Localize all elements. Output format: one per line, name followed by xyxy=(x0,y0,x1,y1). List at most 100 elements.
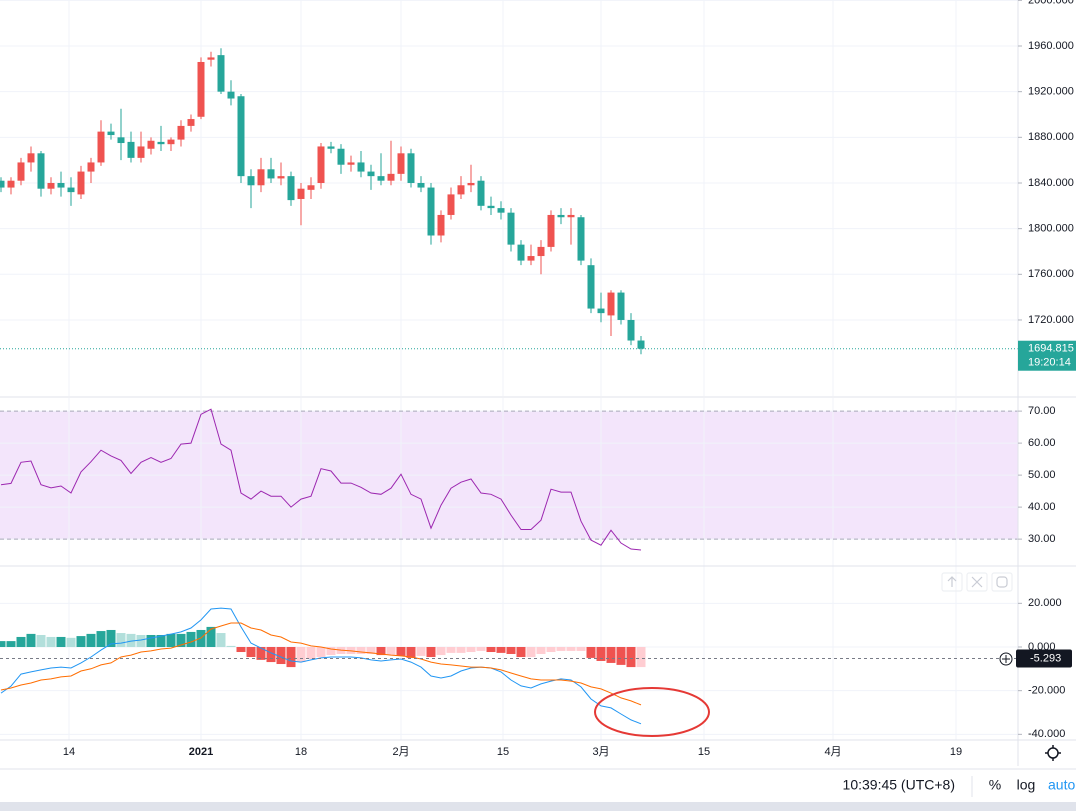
candle-body xyxy=(417,182,425,188)
maximize-button[interactable] xyxy=(991,572,1013,592)
candle-body xyxy=(437,214,445,236)
x-tick-label: 14 xyxy=(63,746,75,758)
histogram-bar xyxy=(296,646,306,663)
histogram-bar xyxy=(586,646,596,658)
histogram-bar xyxy=(166,633,176,647)
candle-body xyxy=(617,292,625,320)
candle-body xyxy=(337,148,345,165)
candle-body xyxy=(77,171,85,195)
y-tick-label: 30.00 xyxy=(1028,533,1056,545)
histogram-bar xyxy=(576,646,586,651)
candle-body xyxy=(387,173,395,181)
candle-body xyxy=(197,61,205,117)
histogram-bar xyxy=(636,646,646,668)
candle-body xyxy=(327,146,335,149)
candle-body xyxy=(0,180,5,188)
histogram-bar xyxy=(0,641,6,647)
candle-body xyxy=(317,146,325,183)
last-value-box xyxy=(1016,649,1072,668)
candle-body xyxy=(477,180,485,206)
candle-body xyxy=(537,246,545,257)
histogram-bar xyxy=(396,646,406,656)
candle-body xyxy=(157,141,165,145)
candle-body xyxy=(407,153,415,183)
candle-body xyxy=(57,182,65,188)
candle-body xyxy=(577,217,585,261)
y-tick-label: 50.00 xyxy=(1028,469,1056,481)
label-layer: 14 2021 18 2月 15 3月 15 4月 19 1720.000 1760.000 1800… xyxy=(63,0,1076,758)
candle-body xyxy=(637,340,645,349)
histogram-bar xyxy=(566,646,576,651)
candle-body xyxy=(367,171,375,177)
histogram-bar xyxy=(406,646,416,658)
candle-body xyxy=(397,153,405,174)
candle-body xyxy=(457,185,465,195)
candle-body xyxy=(247,176,255,186)
histogram-bar xyxy=(306,646,316,660)
candle-body xyxy=(567,214,575,218)
histogram-bar xyxy=(136,634,146,647)
candle-body xyxy=(127,141,135,158)
rsi-line xyxy=(0,408,642,551)
candle-body xyxy=(547,214,555,247)
close-icon xyxy=(971,576,983,588)
last-price-box xyxy=(1018,340,1076,371)
x-tick-label: 18 xyxy=(295,746,307,758)
candle-body xyxy=(487,205,495,209)
histogram-bar xyxy=(446,646,456,653)
histogram-bar xyxy=(266,646,276,663)
candle-body xyxy=(67,187,75,193)
candle-body xyxy=(147,140,155,149)
auto-toggle[interactable]: auto xyxy=(1048,777,1075,793)
histogram-bar xyxy=(326,646,336,656)
histogram-bar xyxy=(356,646,366,654)
histogram-bar xyxy=(276,646,286,665)
y-tick-label: 1840.000 xyxy=(1028,177,1074,189)
candle-body xyxy=(427,187,435,236)
histogram-bar xyxy=(616,646,626,665)
histogram-bar xyxy=(106,629,116,647)
histogram-bar xyxy=(286,646,296,668)
histogram-bar xyxy=(506,646,516,654)
candle-body xyxy=(277,176,285,179)
y-tick-label: 20.000 xyxy=(1028,597,1062,609)
y-tick-label: 1720.000 xyxy=(1028,314,1074,326)
candle-body xyxy=(177,125,185,140)
candle-body xyxy=(187,119,195,126)
candle-body xyxy=(517,244,525,261)
histogram-bar xyxy=(626,646,636,668)
candle-body xyxy=(27,153,35,163)
x-tick-label: 2月 xyxy=(392,746,409,758)
crosshair-plus[interactable] xyxy=(999,652,1013,666)
log-toggle[interactable]: log xyxy=(1017,777,1036,793)
y-tick-label: 1760.000 xyxy=(1028,268,1074,280)
move-up-button[interactable] xyxy=(941,572,963,592)
x-tick-label: 15 xyxy=(698,746,710,758)
histogram-bar xyxy=(596,646,606,661)
candle-body xyxy=(447,194,455,215)
histogram-bar xyxy=(496,646,506,653)
candle-body xyxy=(527,256,535,261)
histogram-bar xyxy=(466,646,476,653)
histogram-bar xyxy=(176,633,186,647)
histogram-bar xyxy=(256,646,266,660)
histogram-bar xyxy=(546,646,556,653)
histogram-bar xyxy=(556,646,566,651)
percent-toggle[interactable]: % xyxy=(989,777,1001,793)
candle-body xyxy=(467,182,475,186)
histogram-bar xyxy=(6,641,16,647)
y-tick-label: 70.00 xyxy=(1028,405,1056,417)
close-pane-button[interactable] xyxy=(966,572,988,592)
y-tick-label: 60.00 xyxy=(1028,437,1056,449)
candle-body xyxy=(47,182,55,189)
histogram-bar xyxy=(476,646,486,651)
x-tick-label: 19 xyxy=(950,746,962,758)
histogram-bar xyxy=(386,646,396,656)
histogram-bar xyxy=(366,646,376,654)
settings-button[interactable] xyxy=(1045,745,1061,761)
candle-body xyxy=(377,176,385,181)
histogram-bar xyxy=(536,646,546,654)
